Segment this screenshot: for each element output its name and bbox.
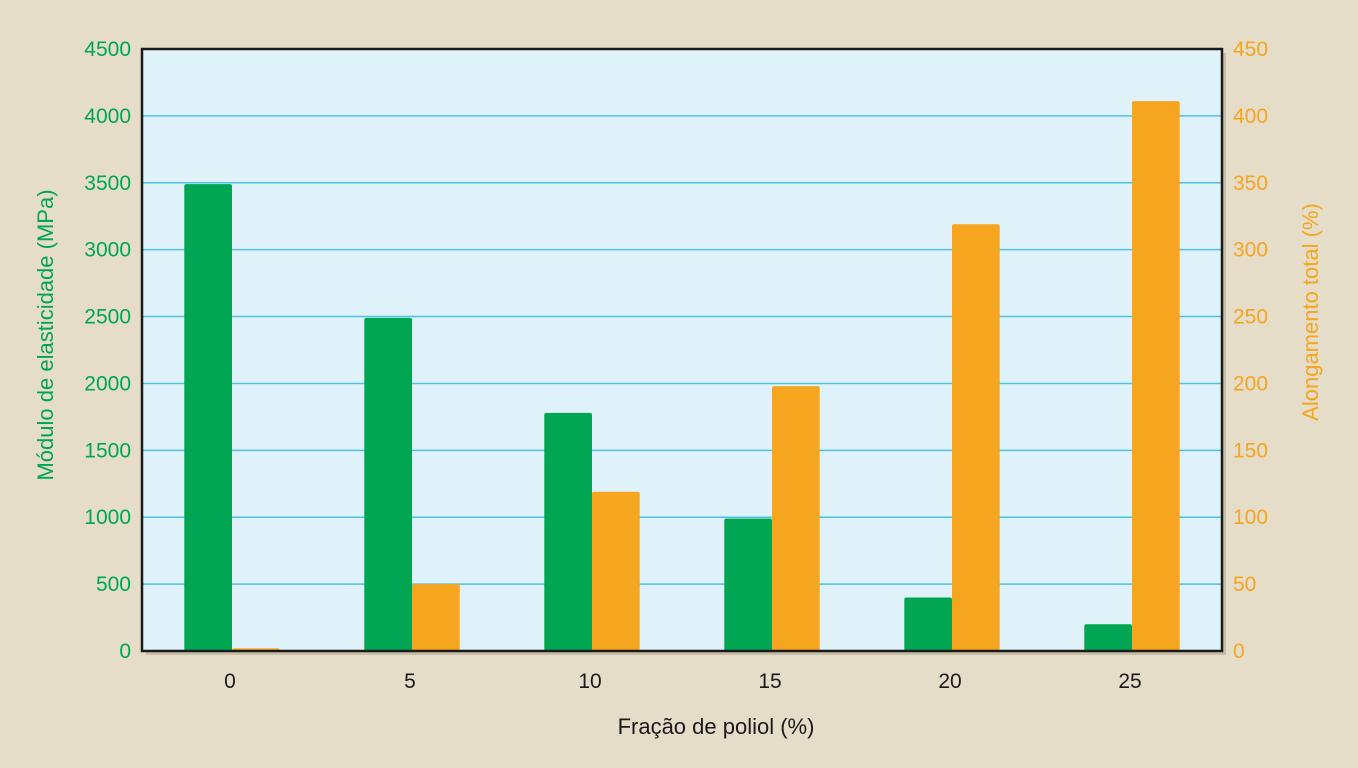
right-tick-label: 250 bbox=[1233, 306, 1268, 329]
plot-frame bbox=[140, 47, 1224, 653]
left-tick-label: 0 bbox=[119, 640, 131, 663]
right-tick-label: 50 bbox=[1233, 573, 1256, 596]
x-tick-label: 10 bbox=[578, 670, 601, 693]
left-tick-label: 2000 bbox=[84, 372, 131, 395]
right-axis-title: Alongamento total (%) bbox=[1298, 203, 1323, 421]
x-axis-ticks: 0 5 10 15 20 25 bbox=[224, 670, 1142, 693]
x-tick-label: 15 bbox=[758, 670, 781, 693]
x-axis-title: Fração de poliol (%) bbox=[618, 714, 815, 739]
x-tick-label: 25 bbox=[1118, 670, 1141, 693]
plot-area bbox=[142, 49, 1222, 651]
left-axis-ticks: 0 500 1000 1500 2000 2500 3000 3500 4000 4500 bbox=[84, 38, 131, 663]
left-tick-label: 3500 bbox=[84, 172, 131, 195]
right-tick-label: 200 bbox=[1233, 372, 1268, 395]
bar-right-series bbox=[952, 224, 1000, 651]
bars bbox=[184, 101, 1180, 652]
right-axis-ticks: 0 50 100 150 200 250 300 350 400 450 bbox=[1233, 38, 1268, 663]
left-tick-label: 1500 bbox=[84, 439, 131, 462]
bar-right-series bbox=[412, 584, 460, 651]
left-axis-title: Módulo de elasticidade (MPa) bbox=[33, 189, 58, 480]
right-tick-label: 0 bbox=[1233, 640, 1245, 663]
left-tick-label: 3000 bbox=[84, 239, 131, 262]
left-tick-label: 4000 bbox=[84, 105, 131, 128]
right-tick-label: 400 bbox=[1233, 105, 1268, 128]
left-tick-label: 4500 bbox=[84, 38, 131, 61]
bar-right-series bbox=[772, 386, 820, 651]
bar-left-series bbox=[1084, 624, 1132, 651]
bar-left-series bbox=[544, 412, 592, 651]
right-tick-label: 100 bbox=[1233, 506, 1268, 529]
bar-left-series bbox=[364, 317, 412, 651]
bar-left-series bbox=[724, 518, 772, 651]
right-tick-label: 300 bbox=[1233, 239, 1268, 262]
right-tick-label: 450 bbox=[1233, 38, 1268, 61]
bar-right-series bbox=[592, 491, 640, 651]
left-tick-label: 2500 bbox=[84, 306, 131, 329]
left-tick-label: 1000 bbox=[84, 506, 131, 529]
right-tick-label: 350 bbox=[1233, 172, 1268, 195]
x-tick-label: 20 bbox=[938, 670, 961, 693]
bar-left-series bbox=[904, 597, 952, 651]
x-tick-label: 5 bbox=[404, 670, 416, 693]
bar-left-series bbox=[184, 184, 232, 652]
gridlines bbox=[142, 115, 1222, 585]
right-tick-label: 150 bbox=[1233, 439, 1268, 462]
x-tick-label: 0 bbox=[224, 670, 236, 693]
bar-right-series bbox=[1132, 101, 1180, 651]
left-tick-label: 500 bbox=[96, 573, 131, 596]
